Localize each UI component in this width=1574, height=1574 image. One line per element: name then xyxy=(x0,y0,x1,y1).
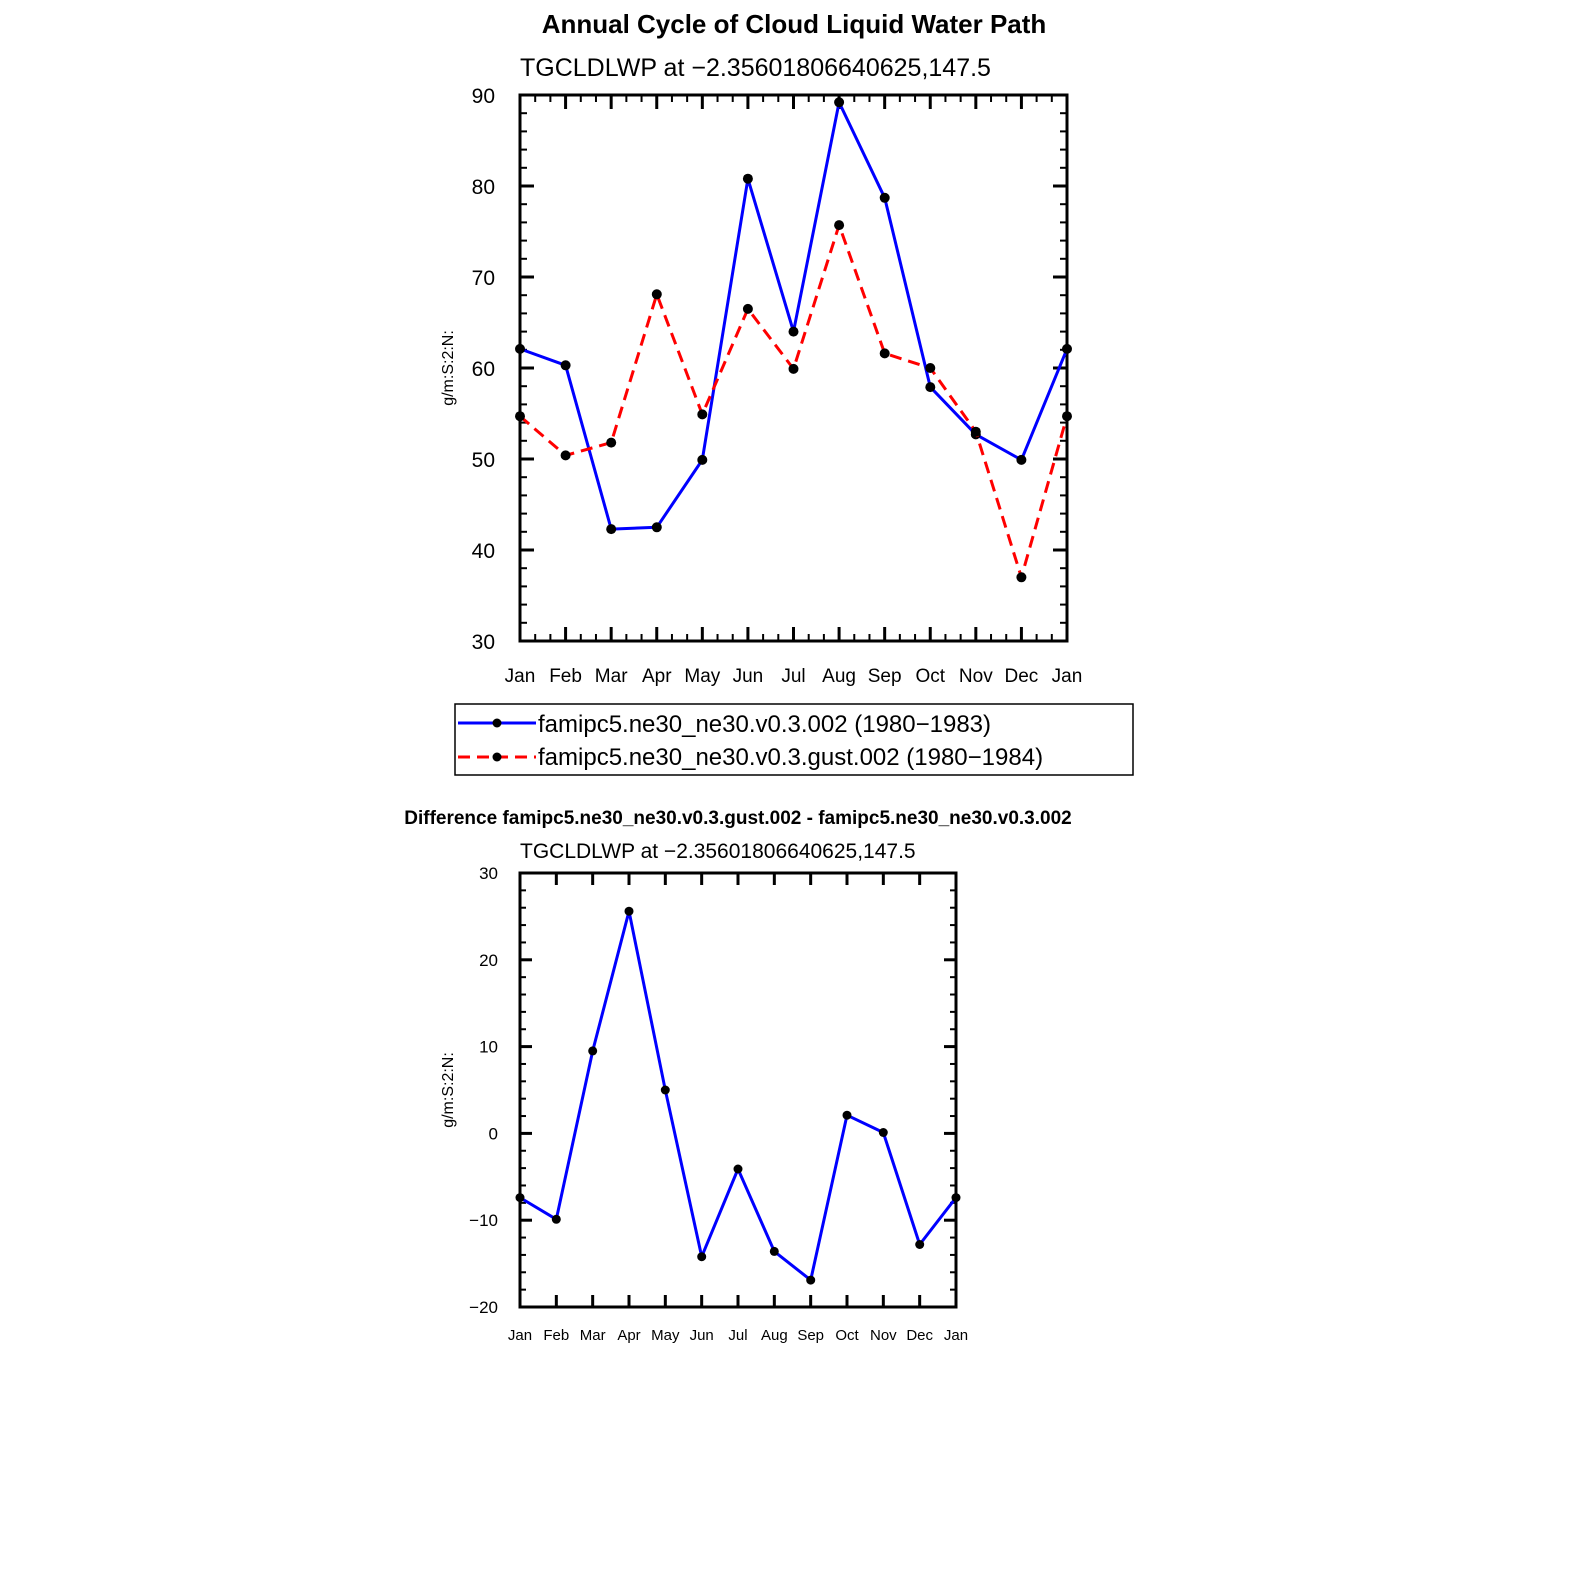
chart1-ytick-label: 50 xyxy=(472,449,495,472)
legend-label-series-1: famipc5.ne30_ne30.v0.3.002 (1980−1983) xyxy=(538,711,991,738)
chart1-series-2-point xyxy=(742,303,753,314)
chart1-xtick-label: Dec xyxy=(1005,666,1039,687)
chart1-legend-box xyxy=(454,703,1134,776)
chart2-ytick-label: 20 xyxy=(479,951,498,970)
chart2-axes: Jan Feb Mar Apr May Jun Jul Aug Sep Oct Nov Dec Jan−… xyxy=(469,864,968,1344)
chart1-subtitle: TGCLDLWP at −2.35601806640625,147.5 xyxy=(520,54,991,82)
chart2-series-1-point xyxy=(769,1246,779,1256)
chart2-series-1-point xyxy=(878,1128,888,1137)
chart1-series-2-point xyxy=(560,450,571,461)
chart2-xtick-label: May xyxy=(651,1327,680,1344)
chart2-series-1-point xyxy=(806,1275,816,1285)
chart2-series-1-point xyxy=(588,1046,598,1056)
chart2-series-1-point xyxy=(915,1240,925,1249)
chart1-series-1-point xyxy=(651,522,662,533)
chart1-series-2-point xyxy=(879,348,890,359)
chart1-series-2-point xyxy=(1062,411,1072,422)
chart1-series-group xyxy=(515,97,1072,583)
chart2-ylabel: g/m:S:2:N: xyxy=(440,1052,457,1128)
chart1-series-1-point xyxy=(742,173,753,184)
chart1-xtick-label: Jul xyxy=(781,666,805,687)
chart2-xtick-label: Dec xyxy=(906,1327,933,1344)
chart1-series-2-point xyxy=(970,426,981,437)
chart2-series-group xyxy=(515,906,961,1285)
legend-marker-series-1 xyxy=(492,718,502,728)
chart1-series-1-point xyxy=(606,524,617,535)
chart2-xtick-label: Aug xyxy=(761,1327,788,1344)
chart2-xtick-label: Feb xyxy=(543,1327,569,1344)
chart2-xtick-label: Jan xyxy=(508,1327,532,1344)
chart2-series-1-point xyxy=(697,1252,707,1262)
chart1-ytick-label: 30 xyxy=(472,631,495,654)
chart1-ytick-label: 70 xyxy=(472,267,495,290)
chart2-xtick-label: Apr xyxy=(617,1327,640,1344)
chart1-series-2-point xyxy=(1016,572,1027,583)
chart1-series-2-point xyxy=(925,363,936,373)
chart1-series-1-point xyxy=(1016,454,1027,465)
difference-chart: Difference famipc5.ne30_ne30.v0.3.gust.0… xyxy=(404,808,1071,1344)
chart2-xtick-label: Jun xyxy=(690,1327,714,1344)
chart2-series-1-point xyxy=(842,1110,852,1120)
chart1-xtick-label: Sep xyxy=(868,666,902,687)
chart1-series-1-point xyxy=(560,360,571,371)
chart2-series-1-point xyxy=(624,906,634,916)
chart1-series-2-point xyxy=(697,409,708,420)
chart1-series-2-point xyxy=(515,411,525,422)
chart2-xtick-label: Nov xyxy=(870,1327,897,1344)
chart2-series-1-point xyxy=(951,1193,961,1203)
chart2-subtitle: TGCLDLWP at −2.35601806640625,147.5 xyxy=(520,840,916,863)
chart2-xtick-label: Mar xyxy=(580,1327,606,1344)
chart1-series-2-point xyxy=(788,363,799,374)
chart2-xtick-label: Jul xyxy=(728,1327,747,1344)
chart1-series-1-point xyxy=(925,382,936,393)
chart2-ytick-label: 30 xyxy=(479,864,498,883)
chart1-series-1-point xyxy=(1062,343,1072,354)
chart1-title: Annual Cycle of Cloud Liquid Water Path xyxy=(542,9,1047,39)
chart2-xtick-label: Oct xyxy=(835,1327,859,1344)
chart2-ytick-label: 10 xyxy=(479,1038,498,1057)
chart2-series-1-line xyxy=(519,909,958,1282)
chart1-xtick-label: Jan xyxy=(1052,666,1083,687)
chart1-series-2-line xyxy=(519,223,1069,579)
chart1-xtick-label: Jan xyxy=(505,666,536,687)
chart1-series-1-point xyxy=(834,97,845,108)
chart1-xtick-label: Nov xyxy=(959,666,993,687)
chart1-series-2-point xyxy=(651,289,662,300)
legend-label-series-2: famipc5.ne30_ne30.v0.3.gust.002 (1980−19… xyxy=(538,744,1043,771)
legend-marker-series-2 xyxy=(492,752,502,762)
chart2-ytick-label: −10 xyxy=(469,1211,498,1230)
chart1-series-2-point xyxy=(834,220,845,231)
chart1-xtick-label: May xyxy=(684,666,720,687)
chart2-ytick-label: 0 xyxy=(489,1124,498,1143)
chart2-xtick-label: Sep xyxy=(797,1327,824,1344)
chart1-legend: famipc5.ne30_ne30.v0.3.002 (1980−1983) f… xyxy=(454,703,1134,776)
chart1-series-1-point xyxy=(697,454,708,465)
chart1-xtick-label: Feb xyxy=(549,666,582,687)
chart1-xtick-label: Apr xyxy=(642,666,672,687)
chart1-series-2-point xyxy=(606,437,617,448)
chart1-ylabel: g/m:S:2:N: xyxy=(440,330,457,406)
chart1-ytick-label: 80 xyxy=(472,176,495,199)
chart1-xtick-label: Jun xyxy=(733,666,764,687)
chart1-xtick-label: Mar xyxy=(595,666,628,687)
chart2-ytick-label: −20 xyxy=(469,1298,498,1317)
chart1-ytick-label: 90 xyxy=(472,85,495,108)
chart1-ytick-label: 60 xyxy=(472,358,495,381)
chart1-series-1-point xyxy=(788,326,799,337)
annual-cycle-chart: Annual Cycle of Cloud Liquid Water Path … xyxy=(440,9,1134,776)
chart2-series-1-point xyxy=(515,1193,525,1203)
chart2-series-1-point xyxy=(733,1164,743,1174)
chart1-axes: Jan Feb Mar Apr May Jun Jul Aug Sep Oct Nov Dec Jan 3… xyxy=(472,85,1083,687)
chart2-title: Difference famipc5.ne30_ne30.v0.3.gust.0… xyxy=(404,808,1071,829)
chart2-series-1-point xyxy=(660,1085,670,1095)
chart1-xtick-label: Aug xyxy=(822,666,856,687)
chart2-xtick-label: Jan xyxy=(944,1327,968,1344)
chart2-series-1-point xyxy=(551,1214,561,1224)
chart1-series-1-point xyxy=(515,343,525,354)
chart1-series-1-point xyxy=(879,192,890,203)
chart1-ytick-label: 40 xyxy=(472,540,495,563)
chart1-xtick-label: Oct xyxy=(915,666,945,687)
